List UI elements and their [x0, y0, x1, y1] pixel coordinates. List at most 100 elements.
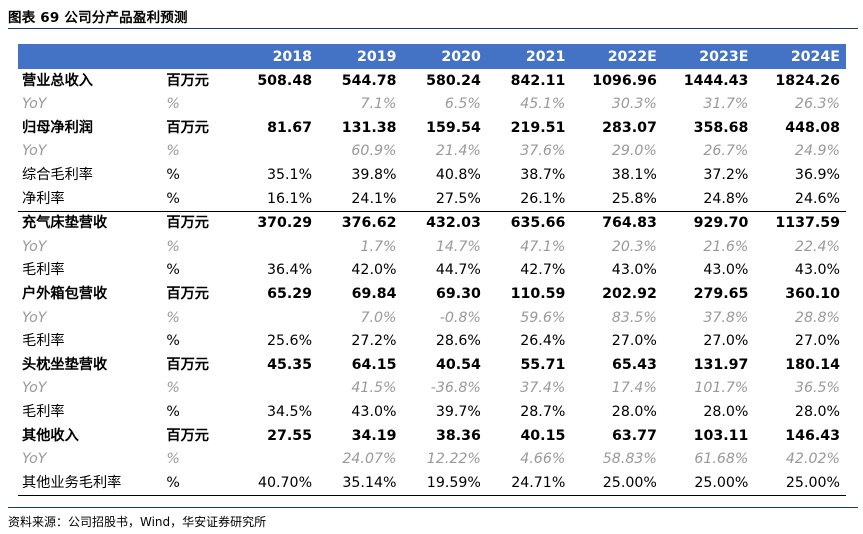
row-label: 头枕坐垫营收	[22, 356, 108, 373]
value-cell: 22.4%	[794, 238, 840, 255]
value-cell: 146.43	[785, 427, 840, 444]
value-cell: 63.77	[611, 427, 657, 444]
value-cell: 26.3%	[794, 96, 840, 113]
value-cell: 27.55	[267, 427, 313, 444]
value-cell: 27.0%	[611, 333, 657, 350]
value-cell: 28.0%	[794, 404, 840, 420]
header-blank-cell	[18, 44, 161, 69]
value-cell: 27.0%	[703, 333, 749, 350]
value-cell: 58.83%	[602, 451, 657, 468]
row-unit: %	[166, 238, 180, 255]
value-cell: 25.6%	[266, 333, 313, 350]
value-cell: 25.00%	[662, 471, 755, 496]
row-label: 户外箱包营收	[22, 286, 108, 303]
value-cell: 1137.59	[754, 210, 846, 236]
table-row: 营业总收入 百万元 508.48 544.78 580.24 842.11 1096.96 1…	[18, 69, 846, 93]
header-year-cell: 2024E	[754, 44, 846, 69]
header-year-cell: 2021	[486, 44, 572, 69]
row-unit: %	[166, 96, 180, 113]
value-cell	[234, 235, 318, 259]
row-label: YoY	[22, 238, 47, 255]
value-cell: 29.0%	[611, 143, 657, 160]
value-cell: 7.0%	[360, 309, 397, 326]
table-caption: 图表 69 公司分产品盈利预测	[8, 10, 188, 26]
value-cell: 110.59	[510, 286, 566, 303]
value-cell: 35.1%	[266, 167, 313, 184]
value-cell: 28.7%	[520, 404, 566, 420]
value-cell: 6.5%	[444, 96, 481, 113]
table-body: 营业总收入 百万元 508.48 544.78 580.24 842.11 1096.96 1…	[18, 69, 846, 496]
value-cell: 81.67	[267, 119, 313, 136]
value-cell: 43.0%	[611, 262, 657, 279]
value-cell: 28.8%	[794, 309, 840, 326]
value-cell: 44.7%	[435, 262, 481, 279]
value-cell: 131.97	[693, 356, 749, 373]
value-cell: 20.3%	[611, 238, 657, 255]
value-cell: 28.0%	[703, 404, 749, 420]
value-cell: 25.00%	[754, 471, 846, 496]
row-label: 毛利率	[22, 262, 65, 279]
value-cell: 42.7%	[520, 262, 566, 279]
value-cell	[234, 93, 318, 117]
row-unit: %	[166, 404, 180, 420]
value-cell: 35.14%	[318, 471, 403, 496]
value-cell: 17.4%	[611, 380, 657, 397]
value-cell: 37.4%	[520, 380, 566, 397]
value-cell: 14.7%	[435, 238, 481, 255]
row-label: YoY	[22, 143, 47, 160]
value-cell: 25.00%	[571, 471, 663, 496]
value-cell: 39.8%	[351, 167, 397, 184]
value-cell: 28.6%	[435, 333, 481, 350]
row-label: YoY	[22, 451, 47, 468]
value-cell: 45.35	[267, 356, 313, 373]
value-cell: -36.8%	[430, 380, 481, 397]
value-cell: 1444.43	[683, 72, 749, 89]
value-cell: 40.54	[436, 356, 481, 373]
value-cell: 38.7%	[520, 167, 566, 184]
value-cell: 64.15	[351, 356, 397, 373]
row-label: 其他收入	[22, 427, 79, 444]
value-cell: 42.02%	[785, 451, 840, 468]
value-cell: 30.3%	[611, 96, 657, 113]
value-cell: 7.1%	[360, 96, 397, 113]
value-cell: 202.92	[602, 286, 657, 303]
row-label: 充气床垫营收	[18, 210, 161, 236]
value-cell: 4.66%	[520, 451, 566, 468]
value-cell	[234, 448, 318, 472]
value-cell	[234, 306, 318, 330]
row-label: YoY	[22, 309, 47, 326]
value-cell: 59.6%	[520, 309, 566, 326]
table-row: YoY% 24.07% 12.22% 4.66% 58.83% 61.68% 42.02%	[18, 448, 846, 472]
value-cell: 28.0%	[611, 404, 657, 420]
value-cell: 27.5%	[435, 190, 481, 207]
value-cell: 69.30	[436, 286, 481, 303]
value-cell: 448.08	[785, 119, 840, 136]
table-row: 归母净利润 百万元 81.67 131.38 159.54 219.51 283.07 358…	[18, 116, 846, 140]
value-cell: 24.9%	[794, 143, 840, 160]
value-cell: 26.4%	[520, 333, 566, 350]
header-row: 2018 2019 2020 2021 2022E 2023E 2024E	[18, 44, 846, 69]
row-label: YoY	[22, 380, 47, 397]
value-cell: 219.51	[510, 119, 566, 136]
row-unit: %	[166, 333, 180, 350]
value-cell: 635.66	[486, 210, 572, 236]
row-unit: %	[166, 167, 180, 184]
value-cell: 24.07%	[342, 451, 397, 468]
value-cell: 131.38	[341, 119, 397, 136]
row-label: 毛利率	[22, 333, 65, 350]
table-row: 毛利率% 25.6% 27.2% 28.6% 26.4% 27.0% 27.0% 27.0%	[18, 330, 846, 354]
value-cell: 360.10	[785, 286, 840, 303]
value-cell: 40.8%	[435, 167, 481, 184]
source-note: 资料来源：公司招股书，Wind，华安证券研究所	[8, 515, 267, 529]
header-blank-cell	[160, 44, 234, 69]
row-unit: 百万元	[160, 210, 234, 236]
value-cell: 42.0%	[351, 262, 397, 279]
value-cell: 12.22%	[426, 451, 481, 468]
value-cell: 38.36	[436, 427, 481, 444]
value-cell: 41.5%	[351, 380, 397, 397]
value-cell	[234, 377, 318, 401]
value-cell: 370.29	[233, 210, 319, 236]
value-cell: 842.11	[510, 72, 566, 89]
header-year-cell: 2022E	[571, 44, 663, 69]
table-row: YoY% 7.1% 6.5% 45.1% 30.3% 31.7% 26.3%	[18, 93, 846, 117]
